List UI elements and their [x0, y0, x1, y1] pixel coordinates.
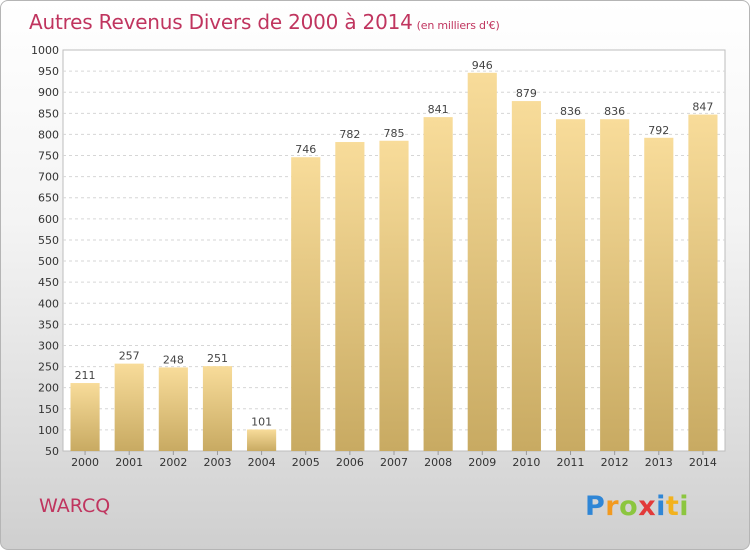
x-tick-label-2003: 2003 [203, 456, 231, 469]
value-label-2005: 746 [295, 143, 316, 156]
bar-2012 [600, 119, 630, 451]
bar-2010 [511, 101, 541, 451]
y-axis-ticks: 50 100 150 200 250 300 350 400 450 500 550 600 650 70… [31, 44, 59, 458]
y-tick-label: 400 [38, 297, 59, 310]
x-axis-ticks: 2000 2001 2002 2003 2004 2005 2006 2007 2008 2009… [71, 451, 717, 469]
value-label-2006: 782 [339, 128, 360, 141]
bar-2006 [335, 142, 365, 451]
logo-letter: x [638, 491, 657, 522]
y-tick-label: 650 [38, 192, 59, 205]
value-label-2010: 879 [516, 87, 537, 100]
bar-2003 [202, 366, 233, 451]
y-tick-label: 800 [38, 128, 59, 141]
logo-letter: i [679, 491, 690, 522]
value-label-2001: 257 [119, 350, 140, 363]
chart-title-text: Autres Revenus Divers de 2000 à 2014 [29, 10, 413, 34]
bar-2004 [247, 429, 277, 451]
y-tick-label: 600 [38, 213, 59, 226]
y-tick-label: 1000 [31, 44, 59, 57]
value-label-2002: 248 [163, 353, 184, 366]
y-tick-label: 50 [45, 445, 59, 458]
y-tick-label: 750 [38, 150, 59, 163]
x-tick-label-2004: 2004 [248, 456, 276, 469]
y-tick-label: 450 [38, 276, 59, 289]
y-tick-label: 850 [38, 107, 59, 120]
value-label-2003: 251 [207, 352, 228, 365]
x-tick-label-2005: 2005 [292, 456, 320, 469]
chart-title: Autres Revenus Divers de 2000 à 2014 (en … [29, 10, 500, 34]
logo-letter: P [585, 491, 606, 522]
y-tick-label: 500 [38, 255, 59, 268]
x-tick-label-2013: 2013 [645, 456, 673, 469]
x-tick-label-2014: 2014 [689, 456, 717, 469]
bar-2008 [423, 117, 453, 451]
y-tick-label: 950 [38, 65, 59, 78]
value-label-2007: 785 [384, 127, 405, 140]
bar-2000 [70, 383, 100, 451]
bar-2002 [158, 367, 188, 451]
y-tick-label: 200 [38, 382, 59, 395]
x-tick-label-2012: 2012 [601, 456, 629, 469]
y-tick-label: 700 [38, 171, 59, 184]
bar-2001 [114, 363, 144, 451]
value-labels: 211 257 248 251 101 746 782 785 841 946 879 836 836 7… [75, 59, 714, 429]
value-label-2013: 792 [648, 124, 669, 137]
bar-2014 [688, 114, 718, 452]
y-tick-label: 150 [38, 403, 59, 416]
value-label-2000: 211 [75, 369, 96, 382]
value-label-2004: 101 [251, 415, 272, 428]
proxiti-logo[interactable]: Proxiti [585, 491, 689, 522]
logo-letter: i [656, 491, 666, 522]
y-tick-label: 350 [38, 318, 59, 331]
logo-letter: t [665, 491, 680, 522]
y-tick-label: 900 [38, 86, 59, 99]
x-tick-label-2001: 2001 [115, 456, 143, 469]
x-tick-label-2006: 2006 [336, 456, 364, 469]
x-tick-label-2008: 2008 [424, 456, 452, 469]
bar-2011 [555, 119, 586, 451]
x-tick-label-2011: 2011 [557, 456, 585, 469]
bar-2009 [467, 72, 497, 451]
value-label-2014: 847 [692, 101, 713, 114]
bar-2013 [644, 137, 674, 451]
value-label-2009: 946 [472, 59, 493, 72]
x-tick-label-2009: 2009 [468, 456, 496, 469]
value-label-2011: 836 [560, 105, 581, 118]
y-tick-label: 100 [38, 424, 59, 437]
y-tick-label: 250 [38, 361, 59, 374]
y-tick-label: 300 [38, 339, 59, 352]
commune-name: WARCQ [39, 495, 111, 517]
chart-unit: (en milliers d'€) [416, 19, 500, 32]
value-label-2012: 836 [604, 105, 625, 118]
x-tick-label-2000: 2000 [71, 456, 99, 469]
logo-letter: o [619, 491, 639, 522]
logo-letter: r [605, 491, 620, 522]
bars [70, 72, 718, 452]
bar-2007 [379, 140, 409, 451]
y-tick-label: 550 [38, 234, 59, 247]
bar-2005 [291, 157, 321, 452]
value-label-2008: 841 [428, 103, 449, 116]
x-tick-label-2010: 2010 [512, 456, 540, 469]
x-tick-label-2002: 2002 [159, 456, 187, 469]
x-tick-label-2007: 2007 [380, 456, 408, 469]
